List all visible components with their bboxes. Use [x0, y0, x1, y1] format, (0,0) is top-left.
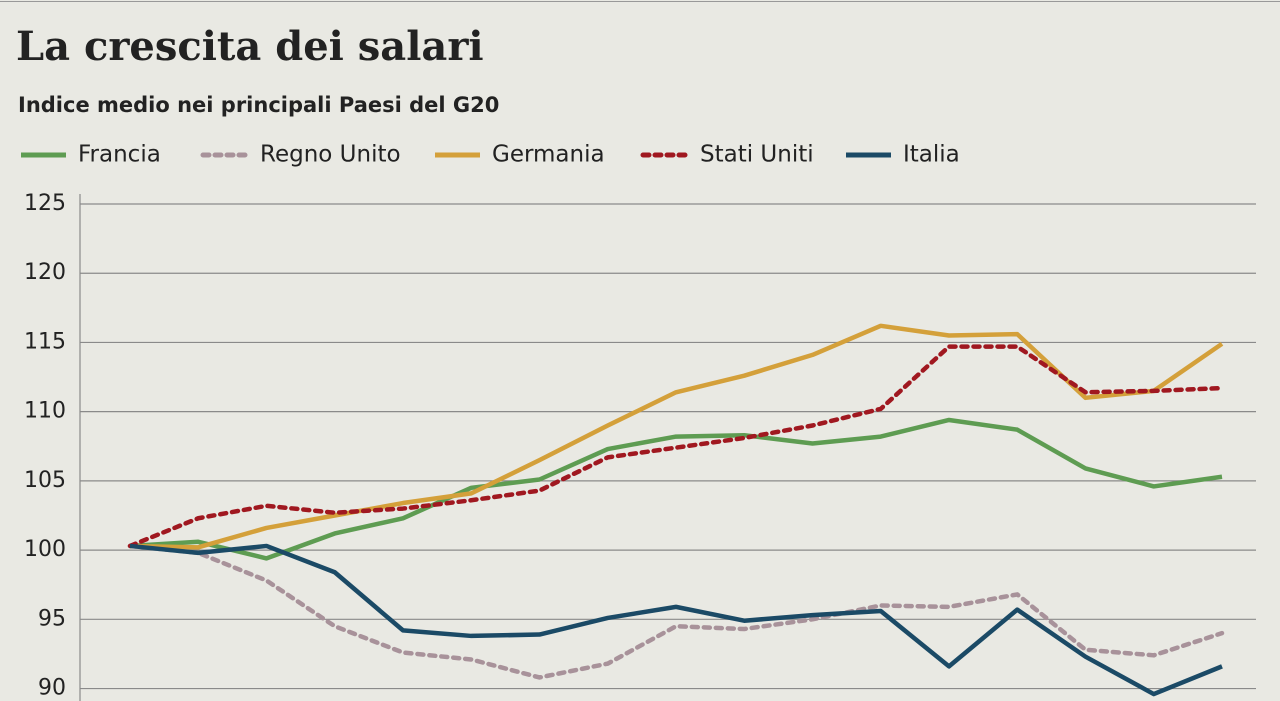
series-line	[129, 323, 1224, 550]
legend-label: Regno Unito	[260, 142, 401, 168]
series-line	[127, 543, 1225, 680]
y-tick-label: 90	[38, 676, 66, 701]
legend-label: Francia	[78, 142, 161, 168]
y-tick-label: 95	[38, 606, 66, 631]
series-line	[129, 417, 1223, 561]
y-tick-label: 115	[24, 329, 66, 354]
y-tick-label: 125	[24, 191, 66, 216]
y-tick-label: 100	[24, 537, 66, 562]
chart-title: La crescita dei salari	[16, 23, 484, 70]
series-line	[127, 344, 1225, 549]
chart-subtitle: Indice medio nei principali Paesi del G2…	[18, 93, 499, 117]
y-tick-label: 120	[24, 260, 66, 285]
legend-label: Germania	[492, 142, 605, 168]
legend-label: Stati Uniti	[700, 142, 814, 168]
y-tick-label: 105	[24, 468, 66, 493]
legend-label: Italia	[903, 142, 960, 168]
series-line	[129, 543, 1223, 697]
y-tick-label: 110	[24, 399, 66, 424]
